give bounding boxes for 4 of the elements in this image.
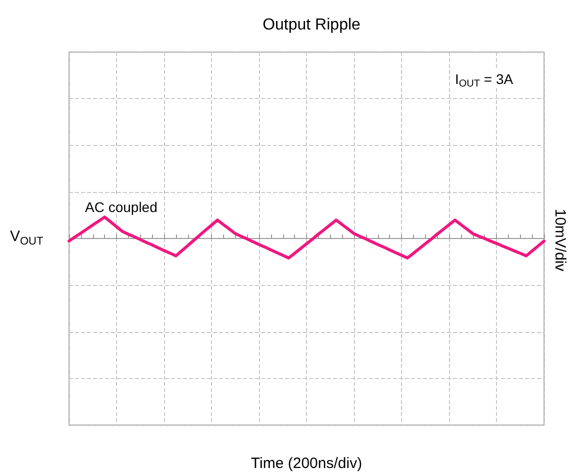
chart-title: Output Ripple [262, 16, 361, 34]
text: AC coupled [85, 199, 158, 215]
text: Time (200ns/div) [250, 455, 362, 472]
y2-axis-title: 10mV/div [552, 208, 568, 272]
